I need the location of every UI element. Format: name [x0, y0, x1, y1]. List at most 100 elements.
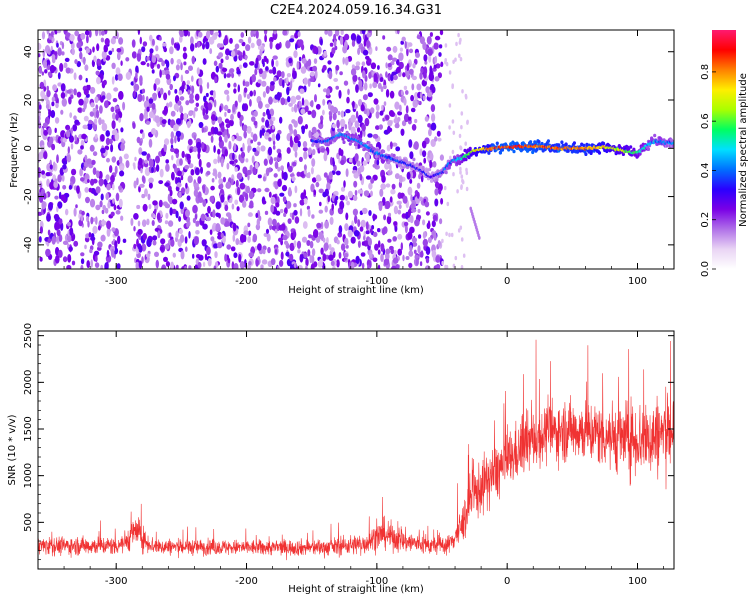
heatmap-cell: [217, 241, 223, 249]
heatmap-cell: [428, 72, 435, 82]
heatmap-cell: [147, 193, 151, 201]
heatmap-cell: [385, 183, 391, 188]
heatmap-cell: [224, 118, 230, 124]
heatmap-cell: [406, 171, 411, 180]
heatmap-cell: [535, 147, 539, 152]
heatmap-cell: [404, 40, 407, 49]
heatmap-cell: [218, 178, 224, 186]
heatmap-cell: [71, 168, 77, 176]
heatmap-cell: [111, 156, 117, 163]
heatmap-cell: [179, 30, 185, 38]
heatmap-cell: [409, 178, 413, 184]
heatmap-cell: [73, 88, 77, 96]
heatmap-cell: [133, 83, 140, 91]
heatmap-cell: [268, 167, 272, 173]
heatmap-cell: [289, 212, 293, 218]
heatmap-cell: [264, 103, 270, 108]
heatmap-cell: [100, 234, 106, 242]
heatmap-cell: [362, 207, 368, 215]
heatmap-cell: [405, 105, 409, 114]
heatmap-cell: [299, 208, 303, 217]
heatmap-cell: [200, 213, 206, 222]
heatmap-cell: [267, 113, 272, 120]
heatmap-cell: [241, 103, 246, 112]
heatmap-cell: [79, 168, 83, 177]
heatmap-cell: [293, 50, 298, 58]
heatmap-cell: [135, 65, 139, 74]
x-tick-label: 100: [628, 576, 647, 587]
heatmap-cell: [446, 201, 450, 207]
heatmap-cell: [298, 56, 302, 62]
heatmap-cell: [165, 163, 170, 172]
heatmap-cell: [264, 34, 267, 43]
heatmap-cell: [56, 229, 61, 237]
heatmap-cell: [333, 39, 337, 47]
heatmap-cell: [80, 264, 84, 269]
heatmap-cell: [464, 141, 468, 146]
heatmap-cell: [218, 30, 221, 38]
heatmap-cell: [572, 141, 577, 145]
snr-line: [38, 339, 674, 561]
heatmap-cell: [354, 65, 360, 71]
heatmap-cell: [302, 221, 308, 229]
heatmap-cell: [392, 142, 398, 147]
heatmap-cell: [448, 70, 452, 75]
heatmap-cell: [161, 60, 166, 67]
heatmap-cell: [265, 119, 270, 128]
heatmap-cell: [386, 215, 392, 225]
heatmap-cell: [85, 77, 88, 83]
heatmap-cell: [305, 172, 311, 179]
heatmap-cell: [418, 196, 423, 202]
heatmap-cell: [237, 84, 240, 93]
heatmap-cell: [387, 62, 392, 68]
heatmap-cell: [389, 141, 393, 150]
heatmap-cell: [60, 83, 66, 92]
heatmap-cell: [252, 147, 257, 152]
heatmap-cell: [206, 162, 211, 168]
heatmap-cell: [208, 36, 215, 45]
heatmap-cell: [71, 260, 76, 266]
heatmap-cell: [430, 122, 437, 131]
heatmap-cell: [71, 48, 75, 56]
heatmap-cell: [76, 91, 82, 98]
y-tick-label: 40: [23, 45, 34, 58]
heatmap-cell: [133, 243, 137, 249]
heatmap-cell: [342, 57, 346, 65]
heatmap-cell: [238, 64, 243, 70]
heatmap-cell: [378, 124, 383, 130]
heatmap-cell: [74, 134, 78, 142]
heatmap-cell: [224, 134, 228, 143]
heatmap-cell: [456, 189, 459, 194]
heatmap-cell: [267, 217, 273, 226]
heatmap-cell: [101, 122, 108, 132]
heatmap-cell: [123, 153, 129, 160]
heatmap-cell: [112, 198, 115, 204]
heatmap-cell: [141, 243, 147, 252]
heatmap-cell: [137, 93, 143, 103]
heatmap-cell: [424, 60, 428, 65]
heatmap-cell: [176, 58, 182, 65]
heatmap-cell: [223, 72, 227, 79]
heatmap-cell: [111, 120, 116, 130]
heatmap-cell: [427, 167, 432, 172]
heatmap-cell: [303, 189, 307, 198]
heatmap-cell: [310, 263, 315, 269]
heatmap-cell: [261, 117, 265, 123]
heatmap-cell: [262, 91, 266, 98]
heatmap-cell: [357, 114, 363, 124]
heatmap-cell: [155, 45, 159, 52]
heatmap-cell: [193, 236, 199, 246]
heatmap-cell: [459, 170, 462, 175]
heatmap-cell: [280, 97, 286, 106]
heatmap-cell: [45, 172, 51, 177]
heatmap-cell: [49, 164, 53, 170]
heatmap-cell: [293, 203, 297, 208]
heatmap-cell: [300, 108, 306, 115]
heatmap-cell: [250, 42, 255, 49]
heatmap-cell: [40, 90, 45, 98]
heatmap-cell: [257, 141, 261, 146]
heatmap-cell: [122, 101, 126, 111]
heatmap-cell: [194, 107, 199, 112]
heatmap-cell: [396, 30, 400, 35]
